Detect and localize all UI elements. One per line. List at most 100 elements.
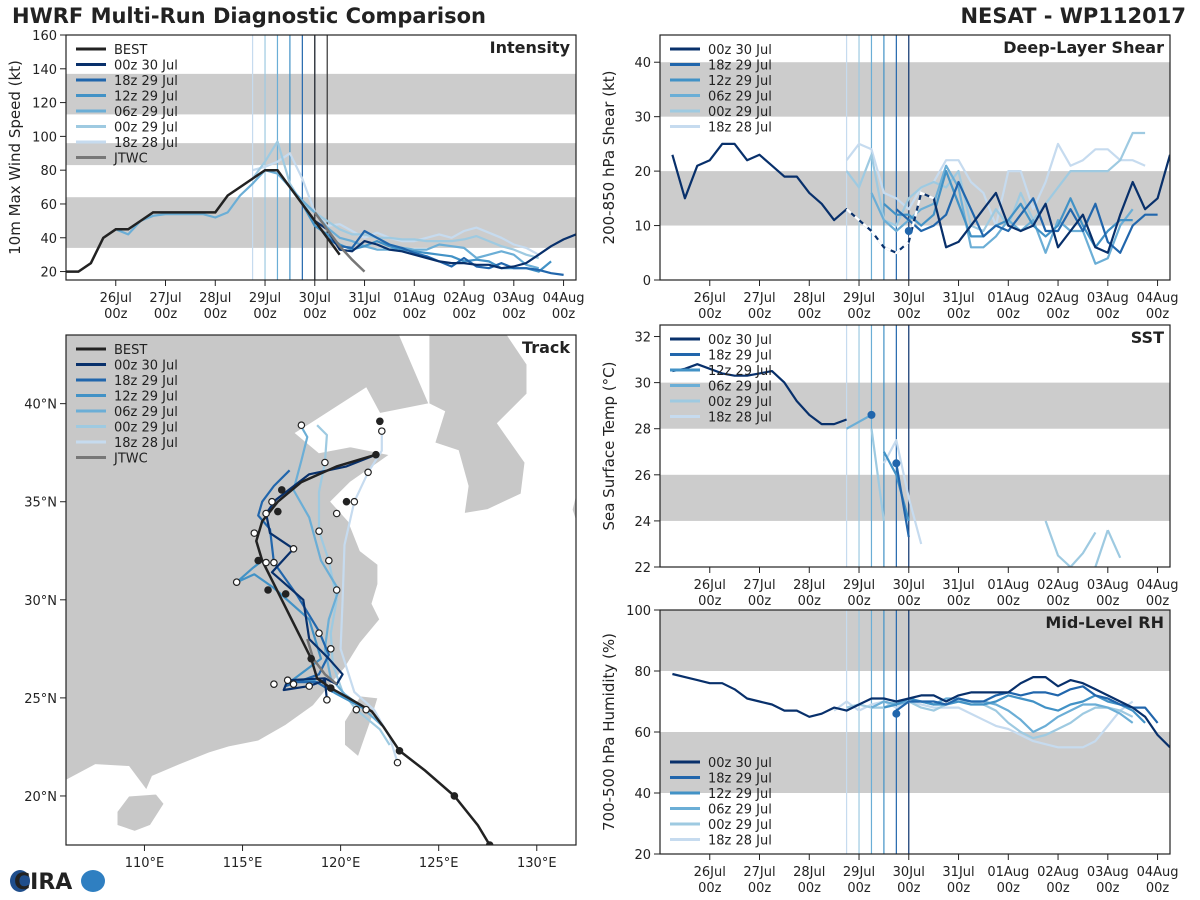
sst-ytick-label: 30 xyxy=(634,377,651,392)
track-legend-label: 00z 30 Jul xyxy=(114,359,178,374)
rh-ylabel: 700-500 hPa Humidity (%) xyxy=(600,633,618,831)
intensity-legend-label: 00z 29 Jul xyxy=(114,121,178,136)
sst-series-line xyxy=(1106,529,1122,559)
shear-xtick-label: 00z xyxy=(798,307,822,322)
sst-plot-area xyxy=(660,325,1170,567)
track-legend-label: 18z 28 Jul xyxy=(114,436,178,451)
track-run-point xyxy=(378,427,386,435)
sst-panel-title: SST xyxy=(1131,328,1164,347)
intensity-xtick-label: 00z xyxy=(253,307,277,322)
storm-id-title: NESAT - WP112017 xyxy=(960,4,1186,28)
intensity-ytick-label: 160 xyxy=(32,29,57,44)
track-xtick-label: 110°E xyxy=(125,856,165,871)
intensity-xtick-label: 01Aug xyxy=(393,291,435,306)
intensity-xtick-label: 26Jul xyxy=(100,291,132,306)
rh-xtick-label: 30Jul xyxy=(893,865,925,880)
intensity-panel-title: Intensity xyxy=(490,38,571,57)
shear-xtick-label: 02Aug xyxy=(1037,291,1079,306)
sst-xtick-label: 00z xyxy=(748,594,772,609)
track-ytick-label: 40°N xyxy=(24,398,57,413)
track-best-point xyxy=(342,497,351,506)
intensity-plot-area xyxy=(66,35,576,280)
track-best-point xyxy=(395,747,404,755)
rh-shade-band xyxy=(660,732,1170,793)
track-run-point xyxy=(262,509,270,518)
track-legend-label: BEST xyxy=(114,343,147,358)
sst-xtick-label: 04Aug xyxy=(1137,578,1179,593)
sst-legend-label: 18z 28 Jul xyxy=(708,411,772,426)
rh-xtick-label: 02Aug xyxy=(1037,865,1079,880)
rh-xtick-label: 00z xyxy=(847,881,871,896)
intensity-xtick-label: 30Jul xyxy=(299,291,331,306)
shear-ytick-label: 40 xyxy=(634,56,651,71)
intensity-xtick-label: 31Jul xyxy=(348,291,380,306)
intensity-axes-frame xyxy=(65,34,577,281)
rh-ytick-label: 20 xyxy=(634,848,651,863)
rh-shade-band xyxy=(660,610,1170,671)
intensity-xtick-label: 00z xyxy=(204,307,228,322)
rh-series-line xyxy=(895,685,1159,724)
figure-title: HWRF Multi-Run Diagnostic Comparison xyxy=(12,4,487,28)
track-best-point xyxy=(281,590,290,598)
sst-xtick-label: 00z xyxy=(847,594,871,609)
track-run-point xyxy=(315,629,323,637)
track-run-point xyxy=(352,705,361,714)
track-best-point xyxy=(376,417,384,426)
intensity-xtick-label: 00z xyxy=(154,307,178,322)
intensity-xtick-label: 00z xyxy=(552,307,576,322)
rh-xtick-label: 27Jul xyxy=(743,865,775,880)
sst-ytick-label: 22 xyxy=(634,561,651,576)
track-run-line xyxy=(339,431,399,763)
intensity-xtick-label: 29Jul xyxy=(249,291,281,306)
track-legend-label: 12z 29 Jul xyxy=(114,390,178,405)
sst-series-line xyxy=(882,439,923,545)
sst-series-line xyxy=(1094,529,1109,567)
intensity-legend-label: 18z 29 Jul xyxy=(114,74,178,89)
track-xtick-label: 125°E xyxy=(419,856,459,871)
rh-series-line xyxy=(846,700,1134,740)
intensity-legend-label: JTWC xyxy=(113,152,148,167)
cira-logo: CIRA xyxy=(10,870,105,895)
track-jtwc-line xyxy=(306,638,338,686)
shear-legend-label: 18z 28 Jul xyxy=(708,121,772,136)
sst-legend-label: 00z 30 Jul xyxy=(708,333,772,348)
sst-xtick-label: 00z xyxy=(997,594,1021,609)
intensity-legend-label: 00z 30 Jul xyxy=(114,59,178,74)
rh-legend-label: 06z 29 Jul xyxy=(708,803,772,818)
shear-panel-title: Deep-Layer Shear xyxy=(1003,38,1164,57)
track-run-point xyxy=(321,458,329,467)
rh-xtick-label: 31Jul xyxy=(942,865,974,880)
shear-legend-label: 06z 29 Jul xyxy=(708,90,772,105)
sst-xtick-label: 00z xyxy=(947,594,971,609)
track-run-point xyxy=(305,682,314,690)
sst-ylabel: Sea Surface Temp (°C) xyxy=(600,361,618,530)
sst-xtick-label: 00z xyxy=(698,594,722,609)
sst-xtick-label: 02Aug xyxy=(1037,578,1079,593)
intensity-legend-label: 06z 29 Jul xyxy=(114,105,178,120)
rh-ytick-label: 100 xyxy=(626,604,651,619)
shear-series-line xyxy=(883,170,1133,249)
track-plot-area xyxy=(66,335,576,845)
rh-xtick-label: 00z xyxy=(997,881,1021,896)
rh-xtick-label: 00z xyxy=(798,881,822,896)
shear-xtick-label: 30Jul xyxy=(893,291,925,306)
sst-series-line xyxy=(870,428,885,522)
rh-xtick-label: 01Aug xyxy=(987,865,1029,880)
sst-xtick-label: 30Jul xyxy=(893,578,925,593)
shear-xtick-label: 00z xyxy=(897,307,921,322)
sst-xtick-label: 03Aug xyxy=(1087,578,1129,593)
intensity-xtick-label: 00z xyxy=(303,307,327,322)
shear-legend-label: 12z 29 Jul xyxy=(708,74,772,89)
shear-xtick-label: 00z xyxy=(847,307,871,322)
sst-legend-label: 12z 29 Jul xyxy=(708,364,772,379)
shear-xtick-label: 00z xyxy=(1146,307,1170,322)
sst-xtick-label: 00z xyxy=(1146,594,1170,609)
shear-shade-band xyxy=(660,62,1170,117)
shear-ylabel: 200-850 hPa Shear (kt) xyxy=(600,71,618,245)
sst-axes-frame xyxy=(659,324,1171,568)
intensity-legend-label: 12z 29 Jul xyxy=(114,90,178,105)
shear-plot-area xyxy=(660,35,1170,280)
rh-xtick-label: 00z xyxy=(947,881,971,896)
sst-init-marker xyxy=(867,410,876,419)
track-run-point xyxy=(327,645,335,653)
